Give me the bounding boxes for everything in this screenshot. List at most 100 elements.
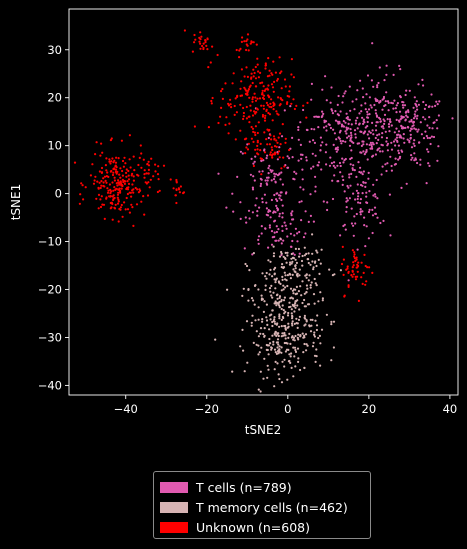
data-point (283, 221, 286, 224)
data-point (310, 98, 313, 101)
data-point (278, 296, 281, 299)
data-point (401, 104, 404, 107)
data-point (317, 336, 320, 340)
y-tick-label: 20 (47, 91, 62, 105)
data-point (339, 129, 342, 132)
data-point (247, 142, 250, 145)
data-point (220, 90, 223, 93)
x-tick-label: 40 (443, 402, 458, 416)
data-point (231, 82, 234, 85)
data-point (271, 148, 274, 152)
data-point (239, 87, 242, 90)
data-point (331, 179, 334, 182)
data-point (271, 119, 274, 122)
data-point (111, 218, 114, 221)
data-point (157, 178, 160, 181)
data-point (293, 234, 296, 237)
data-point (261, 115, 265, 118)
data-point (371, 141, 374, 144)
data-point (364, 185, 367, 188)
data-point (118, 187, 121, 190)
data-point (386, 100, 390, 103)
data-point (302, 104, 305, 107)
data-point (349, 131, 353, 134)
data-point (231, 370, 234, 373)
data-point (387, 123, 391, 126)
data-point (146, 194, 150, 197)
data-point (284, 337, 287, 340)
data-point (311, 260, 314, 263)
data-point (275, 334, 278, 337)
data-point (342, 178, 345, 182)
data-point (118, 190, 122, 193)
data-point (284, 224, 287, 227)
x-tick-label: 0 (284, 402, 291, 416)
data-point (351, 269, 354, 272)
data-point (234, 138, 237, 141)
data-point (376, 197, 379, 200)
data-point (240, 68, 243, 71)
data-point (121, 215, 124, 218)
data-point (275, 139, 278, 142)
data-point (385, 140, 388, 143)
data-point (422, 137, 426, 140)
data-point (289, 232, 292, 235)
data-point (106, 171, 109, 174)
data-point (302, 236, 306, 239)
data-point (345, 210, 348, 213)
data-point (277, 343, 280, 346)
data-point (310, 127, 313, 131)
data-point (280, 98, 283, 101)
data-point (276, 207, 279, 210)
data-point (257, 344, 260, 347)
data-point (128, 158, 131, 161)
data-point (278, 295, 282, 298)
data-point (299, 153, 303, 156)
data-point (275, 352, 278, 355)
data-point (410, 120, 413, 123)
data-point (106, 191, 110, 194)
data-point (126, 208, 130, 211)
data-point (315, 264, 318, 268)
data-point (361, 116, 364, 119)
data-point (227, 104, 231, 107)
data-point (265, 201, 268, 204)
data-point (123, 179, 126, 183)
data-point (302, 188, 305, 191)
data-point (357, 195, 360, 198)
data-point (294, 302, 297, 305)
data-point (257, 235, 261, 238)
data-point (262, 94, 266, 97)
data-point (374, 124, 378, 127)
data-point (257, 388, 260, 391)
data-point (315, 348, 318, 351)
data-point (224, 82, 227, 85)
data-point (117, 191, 120, 194)
data-point (437, 145, 440, 148)
data-point (96, 180, 99, 183)
data-point (254, 319, 257, 322)
data-point (384, 163, 387, 166)
data-point (406, 116, 409, 119)
data-point (262, 310, 265, 313)
data-point (277, 239, 280, 242)
data-point (95, 197, 98, 200)
data-point (372, 133, 375, 136)
data-point (321, 110, 324, 113)
data-point (119, 176, 122, 179)
data-point (330, 320, 333, 323)
data-point (247, 299, 250, 302)
data-point (112, 189, 115, 192)
data-point (390, 124, 393, 127)
data-point (322, 112, 325, 115)
data-point (270, 83, 274, 86)
data-point (281, 263, 284, 266)
data-point (278, 345, 281, 348)
data-point (397, 144, 400, 147)
data-point (359, 208, 362, 211)
data-point (293, 107, 296, 111)
data-point (270, 179, 273, 182)
data-point (355, 98, 358, 101)
data-point (283, 358, 286, 361)
data-point (350, 136, 353, 139)
